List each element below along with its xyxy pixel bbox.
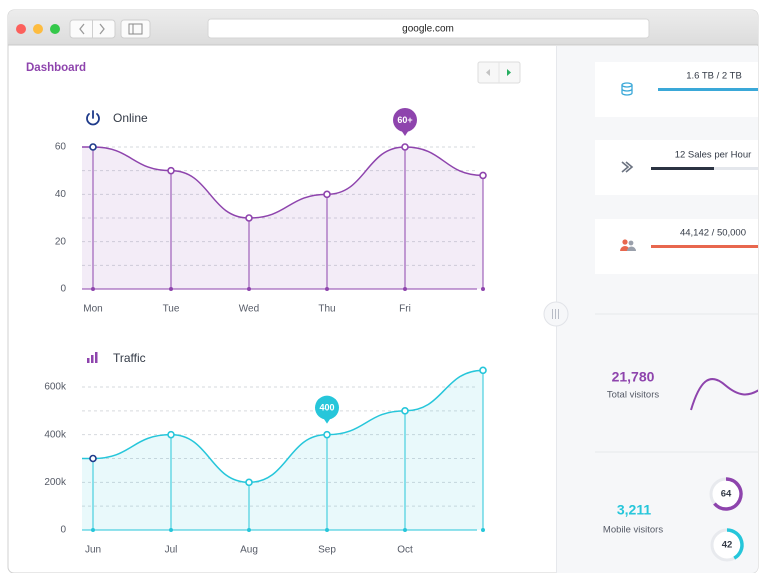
- base-dot: [169, 287, 173, 291]
- x-tick-label: Wed: [239, 304, 259, 315]
- donut-label: 42: [722, 540, 733, 551]
- point: [479, 171, 487, 180]
- line: [92, 369, 484, 484]
- y-tick-label: 60: [55, 142, 67, 153]
- sidebar-icon: [128, 23, 143, 35]
- point: [167, 430, 175, 439]
- sparkline: [690, 378, 758, 411]
- x-tick-label: Jul: [165, 545, 178, 556]
- point: [323, 190, 331, 199]
- badge-label: 400: [319, 403, 334, 413]
- x-tick-label: Jun: [85, 545, 101, 556]
- base-dot: [91, 528, 95, 532]
- x-tick-label: Tue: [163, 304, 180, 315]
- pager-prev[interactable]: [486, 69, 490, 76]
- x-tick-label: Fri: [399, 304, 411, 315]
- base-dot: [247, 287, 251, 291]
- y-tick-label: 0: [60, 284, 66, 295]
- sales-icon: [621, 161, 634, 173]
- badge: [315, 395, 339, 420]
- y-tick-label: 0: [60, 525, 66, 536]
- progress-fill: [651, 167, 714, 170]
- point: [89, 143, 97, 151]
- donut-arc: [713, 477, 743, 511]
- address-bar[interactable]: [207, 18, 650, 39]
- x-tick-label: Sep: [318, 545, 336, 556]
- base-dot: [481, 287, 485, 291]
- url: google.com: [402, 24, 454, 35]
- visitors-label: Mobile visitors: [603, 525, 663, 536]
- visitors-label: Total visitors: [607, 390, 660, 401]
- users-icon: [620, 239, 636, 251]
- base-dot: [481, 528, 485, 532]
- point: [401, 143, 409, 151]
- line: [92, 146, 484, 219]
- y-tick-label: 200k: [44, 477, 67, 488]
- handle-grip: [552, 309, 559, 319]
- stat-label: 1.6 TB / 2 TB: [686, 71, 742, 82]
- stat-label: 12 Sales per Hour: [675, 150, 752, 161]
- progress-fill: [651, 245, 758, 248]
- area: [82, 370, 483, 530]
- progress-fill: [658, 88, 758, 91]
- storage-icon: [621, 82, 633, 96]
- x-tick-label: Mon: [83, 304, 102, 315]
- base-dot: [325, 528, 329, 532]
- x-tick-label: Aug: [240, 545, 258, 556]
- point: [323, 430, 331, 439]
- point: [401, 407, 409, 415]
- area: [82, 147, 483, 289]
- y-tick-label: 40: [55, 189, 67, 200]
- point: [245, 214, 253, 222]
- base-dot: [247, 528, 251, 532]
- chart-title: Online: [113, 111, 148, 125]
- x-tick-label: Oct: [397, 545, 413, 556]
- y-tick-label: 20: [55, 236, 67, 247]
- point: [89, 454, 97, 463]
- pager-next[interactable]: [507, 69, 511, 76]
- badge: [393, 108, 417, 132]
- base-dot: [169, 528, 173, 532]
- donut-arc: [726, 528, 744, 560]
- visitors-value: 3,211: [617, 502, 651, 518]
- visitors-value: 21,780: [612, 369, 655, 385]
- y-tick-label: 600k: [44, 382, 67, 393]
- point: [479, 366, 487, 375]
- point: [245, 478, 253, 487]
- minimize-button[interactable]: [33, 24, 43, 34]
- online-icon: [86, 110, 100, 126]
- maximize-button[interactable]: [50, 24, 60, 34]
- traffic-icon: [87, 352, 98, 363]
- chart-title: Traffic: [113, 351, 146, 365]
- base-dot: [325, 287, 329, 291]
- y-tick-label: 400k: [44, 429, 67, 440]
- nav-arrows: [79, 23, 105, 35]
- dashboard-title: Dashboard: [26, 62, 86, 74]
- point: [167, 166, 175, 175]
- stat-label: 44,142 / 50,000: [680, 228, 746, 239]
- x-tick-label: Thu: [318, 304, 335, 315]
- badge-label: 60+: [397, 115, 412, 125]
- base-dot: [91, 287, 95, 291]
- close-button[interactable]: [16, 24, 26, 34]
- donut-label: 64: [721, 489, 732, 500]
- base-dot: [403, 528, 407, 532]
- base-dot: [403, 287, 407, 291]
- sidebar-button[interactable]: [120, 19, 151, 39]
